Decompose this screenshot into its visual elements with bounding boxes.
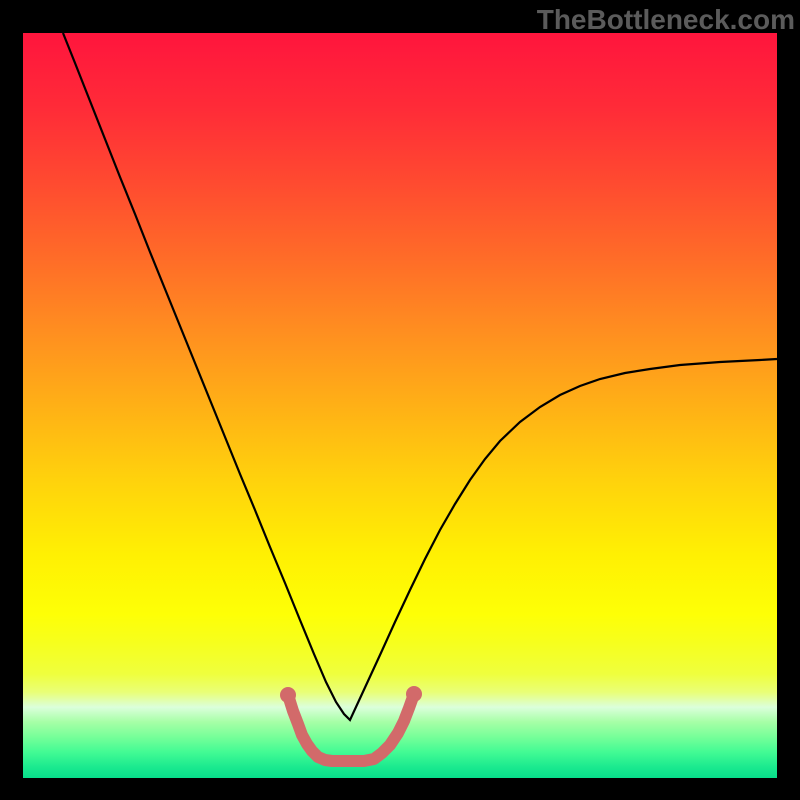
chart-svg	[0, 0, 800, 800]
watermark-text: TheBottleneck.com	[537, 4, 795, 36]
gradient-plot-area	[23, 33, 777, 778]
marker-dot	[280, 687, 296, 703]
marker-dot	[406, 686, 422, 702]
